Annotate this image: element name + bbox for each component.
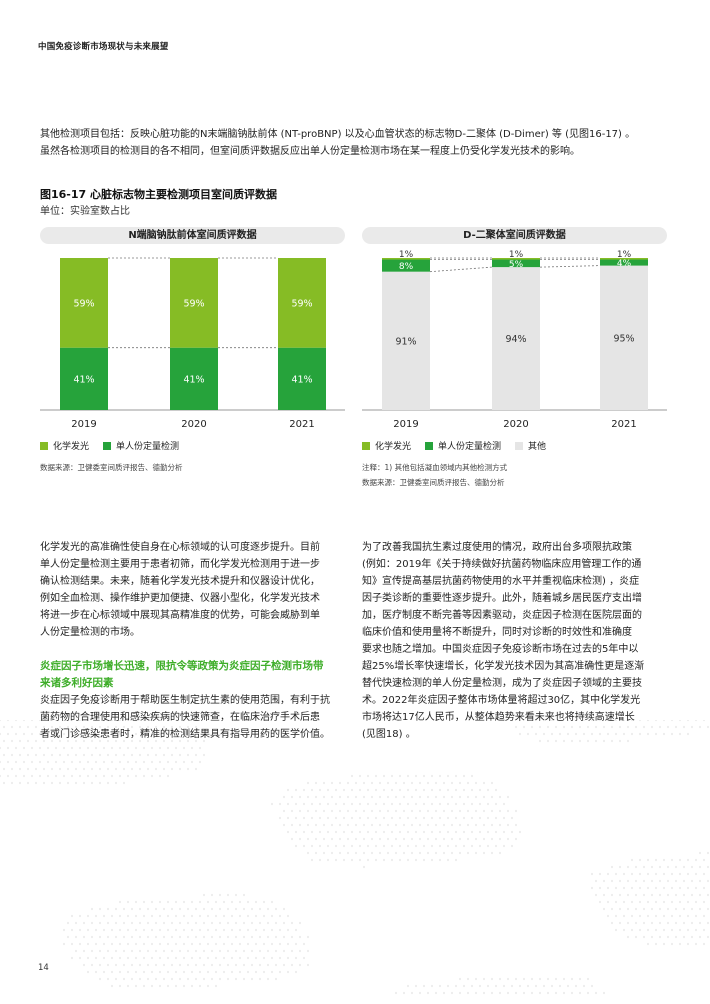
chart2-title-pill: D-二聚体室间质评数据 <box>362 227 667 244</box>
legend-item-chem: 化学发光 <box>40 439 89 452</box>
bar-data-label: 4% <box>617 259 632 269</box>
bar-data-label: 91% <box>395 336 416 347</box>
legend-item-other: 其他 <box>515 439 546 452</box>
text-line: (例如：2019年《关于持续做好抗菌药物临床应用管理工作的通 <box>362 559 642 570</box>
text-line: 因子类诊断的重要性逐步提升。此外，随着城乡居民医疗支出增 <box>362 593 642 604</box>
bar-segment <box>278 347 326 410</box>
bar-data-label: 5% <box>509 260 524 270</box>
bar-segment <box>382 258 430 260</box>
bar-data-label: 1% <box>399 250 414 260</box>
bar-segment <box>60 258 108 348</box>
legend-label: 单人份定量检测 <box>116 442 180 452</box>
text-line: 人份定量检测的市场。 <box>40 627 140 638</box>
chart1-title-pill: N端脑钠肽前体室间质评数据 <box>40 227 345 244</box>
section-subheading: 炎症因子市场增长迅速，限抗令等政策为炎症因子检测市场带 来诸多利好因素 <box>40 658 355 692</box>
legend-swatch <box>425 441 434 450</box>
legend-swatch <box>103 441 112 450</box>
bar-segment <box>600 258 648 260</box>
right-column: 为了改善我国抗生素过度使用的情况，政府出台多项限抗政策 (例如：2019年《关于… <box>362 539 682 743</box>
text-line: 超25%增长率快速增长，化学发光技术因为其高准确性更是逐渐 <box>362 661 645 672</box>
left-paragraph-2: 炎症因子免疫诊断用于帮助医生制定抗生素的使用范围，有利于抗 菌药物的合理使用和感… <box>40 692 355 743</box>
bar-data-label: 59% <box>73 298 94 309</box>
dashed-connector <box>539 265 601 268</box>
text-line: (见图18) 。 <box>362 729 416 740</box>
legend-label: 化学发光 <box>53 442 90 452</box>
bar-data-label: 59% <box>183 298 204 309</box>
subheading-line: 来诸多利好因素 <box>40 677 114 689</box>
text-line: 将进一步在心标领域中展现其高精准度的优势，可能会威胁到单 <box>40 610 320 621</box>
text-line: 市场将达17亿人民币，从整体趋势来看未来也将持续高速增长 <box>362 712 635 723</box>
text-line: 替代快速检测的单人份定量检测，成为了炎症因子领域的主要技 <box>362 678 642 689</box>
legend-item-single: 单人份定量检测 <box>103 439 179 452</box>
left-paragraph-1: 化学发光的高准确性使自身在心标领域的认可度逐步提升。目前 单人份定量检测主要用于… <box>40 539 355 641</box>
bar-data-label: 1% <box>509 250 524 260</box>
chart1-source: 数据来源：卫健委室间质评报告、德勤分析 <box>40 463 183 472</box>
bar-data-label: 59% <box>291 298 312 309</box>
x-tick-label: 2019 <box>393 419 418 430</box>
x-tick-label: 2020 <box>181 419 206 430</box>
text-line: 临床价值和使用量将不断提升，同时对诊断的时效性和准确度 <box>362 627 632 638</box>
bar-data-label: 95% <box>613 333 634 344</box>
legend-label: 化学发光 <box>375 442 412 452</box>
text-line: 确认检测结果。未来，随着化学发光技术提升和仪器设计优化， <box>40 576 320 587</box>
text-line: 单人份定量检测主要用于患者初筛，而化学发光检测用于进一步 <box>40 559 320 570</box>
text-line: 者或门诊感染患者时，精准的检测结果具有指导用药的医学价值。 <box>40 729 330 740</box>
x-tick-label: 2021 <box>289 419 314 430</box>
text-line: 知》宣传提高基层抗菌药物使用的水平并重视临床检测) ，炎症 <box>362 576 640 587</box>
dashed-connector <box>429 266 493 273</box>
intro-line-1: 其他检测项目包括：反映心脏功能的N末端脑钠肽前体 (NT-proBNP) 以及心… <box>40 129 636 140</box>
text-line: 菌药物的合理使用和感染疾病的快速筛查，在临床治疗手术后患 <box>40 712 320 723</box>
page-number: 14 <box>38 963 49 973</box>
chart2-source: 数据来源：卫健委室间质评报告、德勤分析 <box>362 478 505 487</box>
text-line: 炎症因子免疫诊断用于帮助医生制定抗生素的使用范围，有利于抗 <box>40 695 330 706</box>
intro-line-2: 虽然各检测项目的检测目的各不相同，但室间质评数据反应出单人份定量检测市场在某一程… <box>40 146 580 157</box>
legend-swatch <box>362 441 370 450</box>
bar-segment <box>170 347 218 410</box>
bar-segment <box>382 259 430 272</box>
bar-segment <box>492 259 540 268</box>
bar-segment <box>278 258 326 348</box>
chart2-legend: 化学发光 单人份定量检测 其他 <box>362 439 546 452</box>
x-tick-label: 2020 <box>503 419 528 430</box>
dotted-background-pattern <box>0 720 710 995</box>
running-header: 中国免疫诊断市场现状与未来展望 <box>38 42 169 52</box>
text-line: 为了改善我国抗生素过度使用的情况，政府出台多项限抗政策 <box>362 542 632 553</box>
text-line: 化学发光的高准确性使自身在心标领域的认可度逐步提升。目前 <box>40 542 320 553</box>
figure-unit: 单位：实验室数占比 <box>40 206 130 217</box>
legend-label: 其他 <box>528 442 547 452</box>
legend-swatch <box>40 441 48 450</box>
x-tick-label: 2019 <box>71 419 96 430</box>
subheading-line: 炎症因子市场增长迅速，限抗令等政策为炎症因子检测市场带 <box>40 660 324 672</box>
bar-data-label: 41% <box>183 374 204 385</box>
left-column: 化学发光的高准确性使自身在心标领域的认可度逐步提升。目前 单人份定量检测主要用于… <box>40 539 355 743</box>
bar-segment <box>600 265 648 410</box>
bar-data-label: 8% <box>399 262 414 272</box>
bar-segment <box>382 271 430 410</box>
bar-segment <box>492 267 540 410</box>
bar-segment <box>492 258 540 260</box>
text-line: 术。2022年炎症因子整体市场体量将超过30亿，其中化学发光 <box>362 695 641 706</box>
chart2-note: 注释：1) 其他包括凝血领域内其他检测方式 <box>362 463 508 472</box>
bar-data-label: 41% <box>73 374 94 385</box>
intro-paragraph: 其他检测项目包括：反映心脏功能的N末端脑钠肽前体 (NT-proBNP) 以及心… <box>40 126 680 160</box>
text-line: 加，医疗制度不断完善等因素驱动，炎症因子检测在医院层面的 <box>362 610 642 621</box>
chart1-legend: 化学发光 单人份定量检测 <box>40 439 179 452</box>
bar-segment <box>60 347 108 410</box>
bar-segment <box>170 258 218 348</box>
figure-title: 图16-17 心脏标志物主要检测项目室间质评数据 <box>40 188 278 201</box>
legend-swatch <box>515 441 524 450</box>
legend-item-chem: 化学发光 <box>362 439 411 452</box>
x-tick-label: 2021 <box>611 419 636 430</box>
bar-data-label: 41% <box>291 374 312 385</box>
text-line: 例如全血检测、操作维护更加便捷、仪器小型化，化学发光技术 <box>40 593 320 604</box>
text-line: 要求也随之增加。中国炎症因子免疫诊断市场在过去的5年中以 <box>362 644 639 655</box>
legend-label: 单人份定量检测 <box>438 442 502 452</box>
bar-segment <box>600 259 648 266</box>
legend-item-single: 单人份定量检测 <box>425 439 501 452</box>
bar-data-label: 94% <box>505 334 526 345</box>
bar-data-label: 1% <box>617 250 632 260</box>
